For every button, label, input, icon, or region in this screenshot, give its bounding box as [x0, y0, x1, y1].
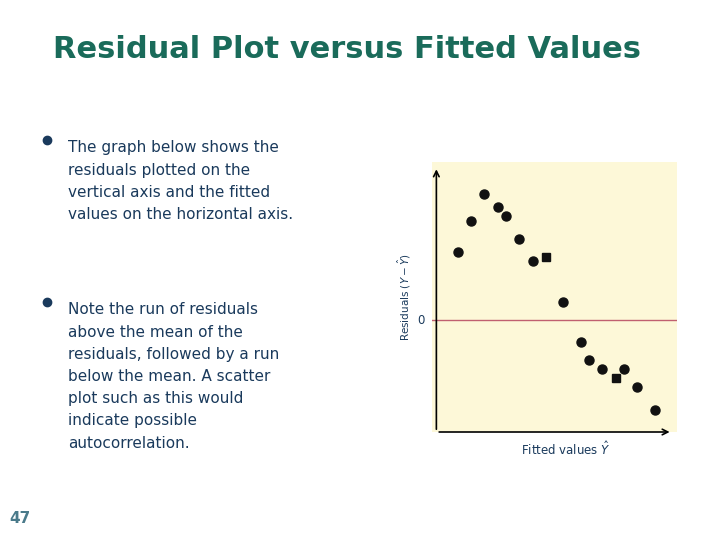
Text: Note the run of residuals
above the mean of the
residuals, followed by a run
bel: Note the run of residuals above the mean… [68, 302, 279, 450]
Text: The graph below shows the
residuals plotted on the
vertical axis and the fitted
: The graph below shows the residuals plot… [68, 140, 294, 222]
Text: Fitted values $\hat{Y}$: Fitted values $\hat{Y}$ [521, 440, 611, 458]
Text: Residual Plot versus Fitted Values: Residual Plot versus Fitted Values [53, 36, 642, 64]
Y-axis label: Residuals $(Y - \hat{Y})$: Residuals $(Y - \hat{Y})$ [395, 253, 413, 341]
Text: 47: 47 [9, 511, 30, 526]
